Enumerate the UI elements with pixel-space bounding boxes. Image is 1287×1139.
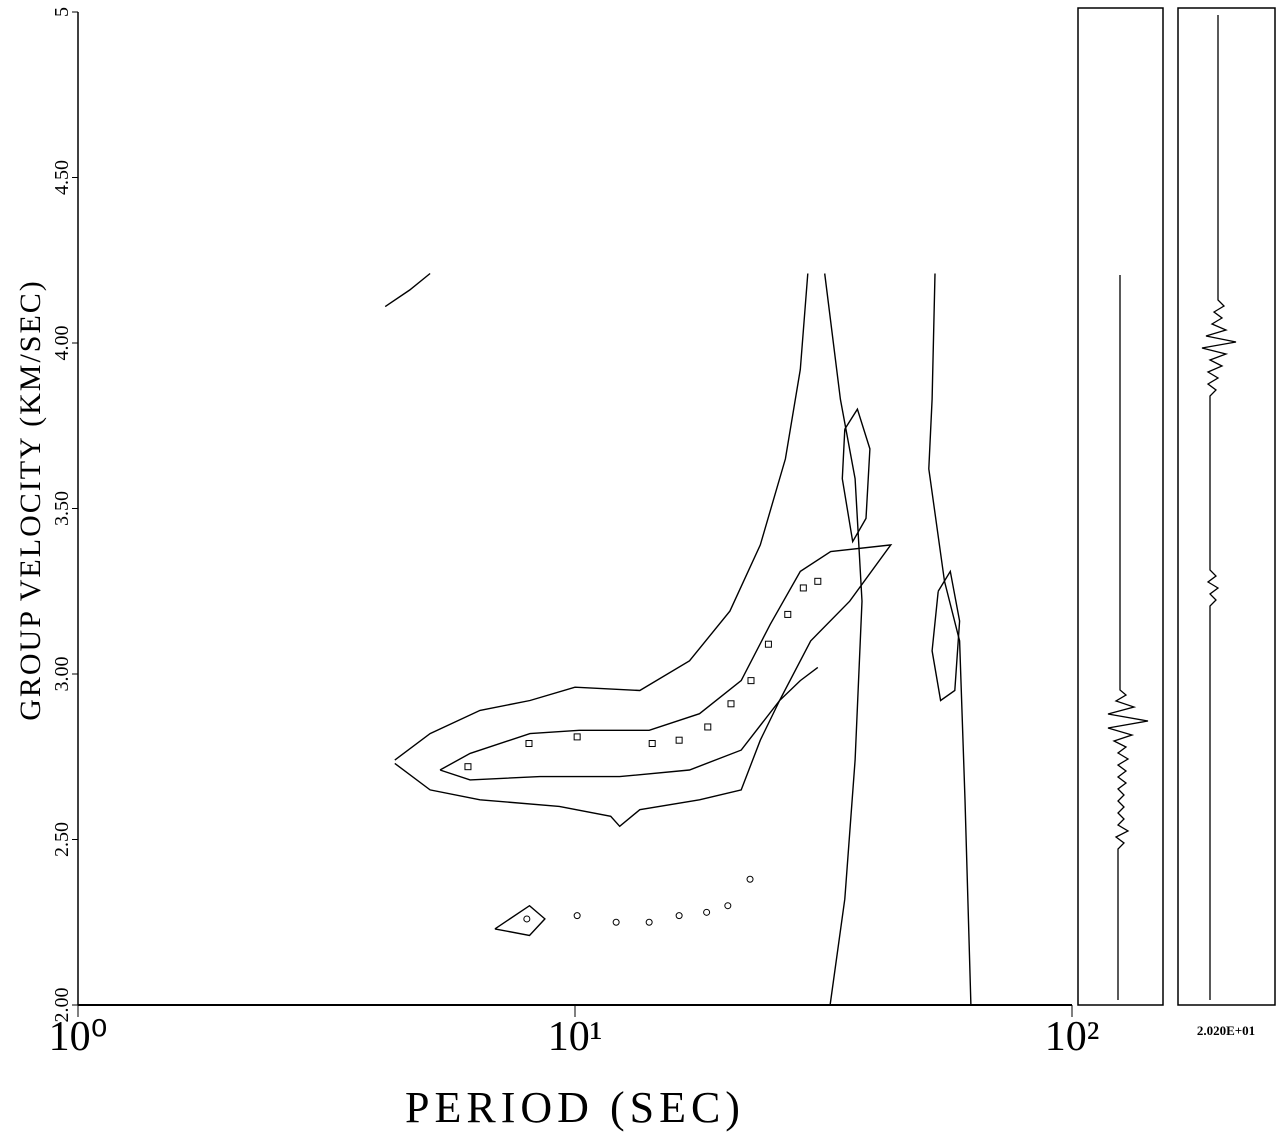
pick-marker [523, 915, 531, 923]
y-tick-label: 5 [51, 7, 73, 17]
seismogram-trace [1201, 15, 1237, 1000]
pick-marker [746, 875, 754, 883]
x-tick-label: 10⁰ [49, 1014, 108, 1060]
pick-marker [612, 918, 620, 926]
contour-line [384, 272, 431, 308]
pick-marker [747, 677, 755, 685]
pick-marker [464, 763, 472, 771]
pick-marker [704, 723, 712, 731]
pick-marker [573, 733, 581, 741]
amplitude-label: 2.020E+01 [1197, 1023, 1255, 1038]
x-axis-label: PERIOD (SEC) [405, 1083, 745, 1132]
contour-line [394, 666, 819, 828]
pick-marker [814, 577, 822, 585]
pick-marker [525, 740, 533, 748]
y-tick-label: 4.50 [51, 160, 73, 195]
contour-line [931, 569, 961, 702]
pick-marker [675, 736, 683, 744]
contour-line [841, 407, 871, 544]
seismogram-trace [1107, 275, 1149, 1000]
pick-marker [703, 908, 711, 916]
contour-line [928, 273, 972, 1006]
y-tick-label: 4.00 [51, 326, 73, 361]
pick-marker [764, 640, 772, 648]
y-tick-label: 2.50 [51, 822, 73, 857]
y-tick-label: 2.00 [51, 988, 73, 1023]
pick-marker [675, 912, 683, 920]
pick-marker [724, 902, 732, 910]
pick-marker [573, 912, 581, 920]
pick-marker [727, 700, 735, 708]
contour-line [824, 273, 863, 1006]
pick-marker [799, 584, 807, 592]
contour-line [494, 904, 546, 937]
pick-marker [645, 918, 653, 926]
contour-line [439, 544, 893, 781]
contour-line [394, 273, 809, 761]
y-axis-label: GROUP VELOCITY (KM/SEC) [14, 279, 47, 721]
pick-marker [648, 740, 656, 748]
y-tick-label: 3.00 [51, 657, 73, 692]
trace-panel [1077, 7, 1164, 1006]
pick-marker [784, 610, 792, 618]
trace-panel [1177, 7, 1276, 1006]
x-tick-label: 10² [1045, 1014, 1100, 1060]
y-tick-label: 3.50 [51, 491, 73, 526]
x-tick-label: 10¹ [548, 1014, 603, 1060]
